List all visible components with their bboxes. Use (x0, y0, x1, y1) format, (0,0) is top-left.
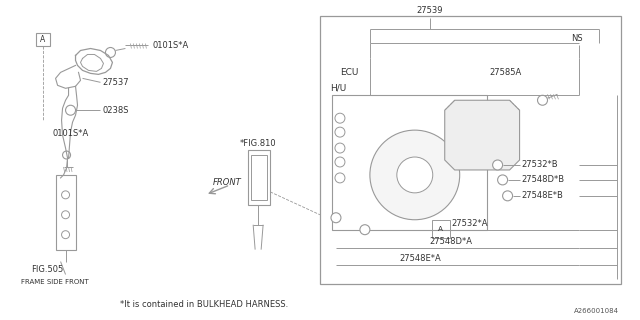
Circle shape (370, 130, 460, 220)
Text: 27548D*A: 27548D*A (430, 237, 473, 246)
Text: 27548E*A: 27548E*A (400, 254, 442, 263)
Text: *It is contained in BULKHEAD HARNESS.: *It is contained in BULKHEAD HARNESS. (120, 300, 289, 309)
Bar (56, 175, 76, 250)
Bar (320, 16, 621, 284)
Circle shape (493, 160, 502, 170)
Text: 27532*A: 27532*A (452, 219, 488, 228)
Text: 27585A: 27585A (490, 68, 522, 77)
Circle shape (335, 127, 345, 137)
Circle shape (335, 113, 345, 123)
Circle shape (61, 211, 70, 219)
Circle shape (502, 191, 513, 201)
Text: 27537: 27537 (102, 78, 129, 87)
Text: 0238S: 0238S (102, 106, 129, 115)
Bar (36, 33, 49, 46)
Text: 0101S*A: 0101S*A (152, 41, 189, 50)
Text: 27548E*B: 27548E*B (522, 191, 563, 200)
Bar (332, 95, 486, 230)
Text: H/U: H/U (330, 84, 346, 93)
Text: A: A (40, 35, 45, 44)
Circle shape (331, 213, 341, 223)
Bar (432, 220, 450, 238)
Text: 27548D*B: 27548D*B (522, 175, 564, 184)
Bar (248, 150, 270, 205)
Circle shape (360, 225, 370, 235)
Text: NS: NS (572, 34, 583, 43)
Circle shape (335, 157, 345, 167)
Circle shape (538, 95, 547, 105)
Circle shape (498, 175, 508, 185)
Circle shape (61, 231, 70, 239)
Text: 27532*B: 27532*B (522, 160, 558, 170)
Text: A266001084: A266001084 (574, 308, 620, 314)
Text: FRONT: FRONT (213, 179, 242, 188)
Text: FIG.505: FIG.505 (31, 265, 63, 274)
Polygon shape (445, 100, 520, 170)
Circle shape (397, 157, 433, 193)
Bar (251, 155, 267, 200)
Text: *FIG.810: *FIG.810 (240, 139, 276, 148)
Text: 27539: 27539 (417, 6, 443, 15)
Circle shape (61, 191, 70, 199)
Text: 0101S*A: 0101S*A (52, 129, 89, 138)
Text: ECU: ECU (340, 68, 358, 77)
Circle shape (65, 105, 76, 115)
Circle shape (63, 151, 70, 159)
Text: FRAME SIDE FRONT: FRAME SIDE FRONT (20, 279, 88, 285)
Circle shape (335, 143, 345, 153)
Text: A: A (438, 226, 444, 232)
Circle shape (335, 173, 345, 183)
Circle shape (106, 47, 115, 58)
